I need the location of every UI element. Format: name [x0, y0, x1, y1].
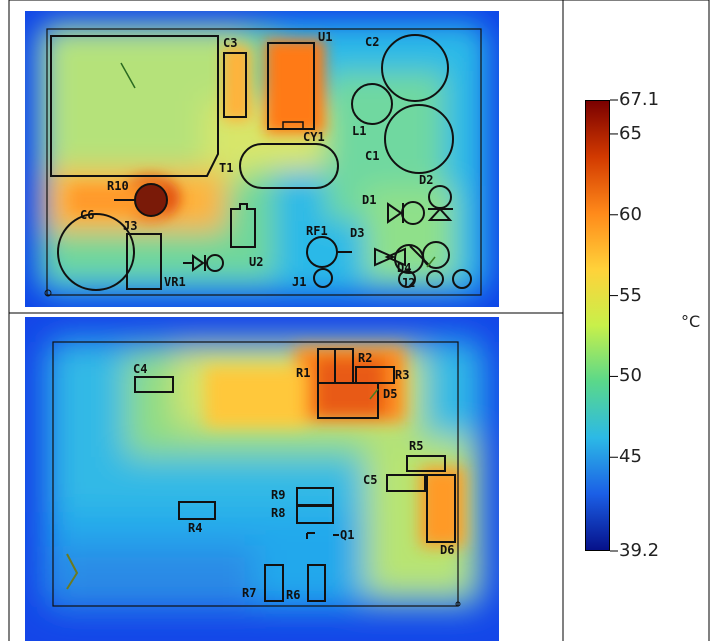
- label-l1: L1: [352, 124, 367, 138]
- label-c4: C4: [133, 362, 148, 376]
- label-c2: C2: [365, 35, 380, 49]
- label-d3: D3: [350, 226, 365, 240]
- top-board-thermal-image: C3 U1 C2 L1 C1 T1 CY1 R10 C6 J3 U2 VR1 R…: [25, 11, 499, 307]
- label-cy1: CY1: [303, 130, 325, 144]
- label-u2: U2: [249, 255, 264, 269]
- label-r5: R5: [409, 439, 424, 453]
- label-j3: J3: [123, 219, 138, 233]
- label-d6: D6: [440, 543, 455, 557]
- label-u1: U1: [318, 30, 333, 44]
- label-rf1: RF1: [306, 224, 328, 238]
- bottom-board-thermal-image: C4 R1 R2 R3 D5 R5 C5 R9 R8 Q1 R4 D6 R7 R…: [25, 317, 499, 641]
- label-r9: R9: [271, 488, 286, 502]
- top-board-heatmap: [25, 11, 499, 307]
- label-r6: R6: [286, 588, 301, 602]
- label-j2: J2: [401, 276, 416, 290]
- colorbar-max-label: 67.1: [619, 89, 660, 110]
- label-r7: R7: [242, 586, 257, 600]
- label-c6: C6: [80, 208, 95, 222]
- colorbar-tick-label-65: 65: [619, 122, 642, 144]
- label-r2: R2: [358, 351, 373, 365]
- label-d4: D4: [397, 261, 412, 275]
- label-r10: R10: [107, 179, 129, 193]
- label-vr1: VR1: [164, 275, 186, 289]
- colorbar-tick-label-60: 60: [619, 203, 642, 225]
- label-q1: Q1: [340, 528, 355, 542]
- colorbar-tick-label-45: 45: [619, 446, 642, 468]
- colorbar-tick-label-55: 55: [619, 284, 642, 306]
- label-r1: R1: [296, 366, 311, 380]
- label-d2: D2: [419, 173, 434, 187]
- temperature-colorbar: [585, 100, 610, 551]
- bottom-board-heatmap: [25, 317, 499, 641]
- label-d1: D1: [362, 193, 377, 207]
- label-c3: C3: [223, 36, 238, 50]
- colorbar-tick-label-50: 50: [619, 365, 642, 387]
- label-d5: D5: [383, 387, 398, 401]
- colorbar-min-label: 39.2: [619, 540, 660, 561]
- label-t1: T1: [219, 161, 234, 175]
- label-r4: R4: [188, 521, 203, 535]
- label-r3: R3: [395, 368, 410, 382]
- label-r8: R8: [271, 506, 286, 520]
- label-c1: C1: [365, 149, 380, 163]
- label-j1: J1: [292, 275, 307, 289]
- label-c5: C5: [363, 473, 378, 487]
- colorbar-unit: °C: [681, 312, 701, 331]
